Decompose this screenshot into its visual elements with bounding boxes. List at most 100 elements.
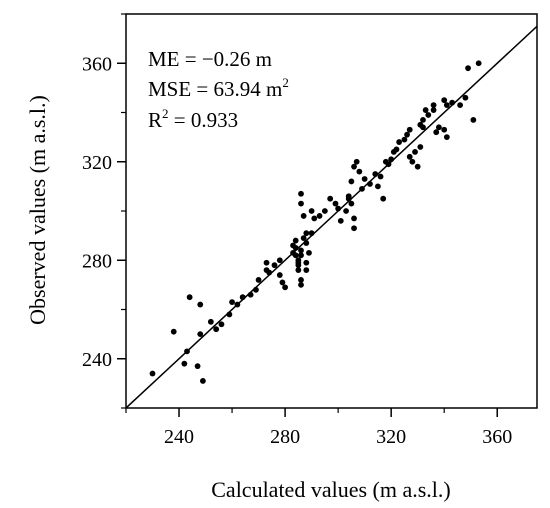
r2-letter: R (148, 108, 162, 132)
r2-superscript: 2 (162, 106, 169, 121)
data-point-31 (292, 237, 299, 244)
data-point-105 (462, 94, 469, 101)
data-point-84 (406, 126, 413, 133)
data-point-17 (247, 291, 254, 298)
data-point-99 (441, 126, 448, 133)
data-point-9 (199, 378, 206, 384)
data-point-95 (430, 107, 437, 113)
data-point-65 (351, 225, 357, 232)
data-point-78 (388, 156, 395, 163)
data-point-108 (475, 60, 482, 67)
data-point-75 (380, 195, 387, 202)
data-point-1 (149, 370, 156, 377)
data-point-23 (271, 262, 278, 269)
data-point-67 (353, 158, 360, 165)
data-point-49 (306, 249, 312, 256)
data-point-42 (298, 190, 304, 197)
x-tick-label-280: 280 (270, 426, 300, 448)
data-point-86 (409, 158, 416, 165)
data-point-2 (170, 328, 177, 335)
data-point-5 (186, 294, 193, 301)
r2-annotation: R2 = 0.933 (148, 106, 238, 132)
data-point-10 (207, 318, 214, 325)
data-point-3 (181, 360, 188, 367)
y-tick-label-240: 240 (82, 349, 112, 371)
data-point-37 (298, 247, 304, 254)
data-point-89 (417, 144, 424, 150)
data-point-73 (375, 183, 381, 190)
y-tick-label-360: 360 (82, 53, 112, 75)
data-point-14 (229, 299, 235, 306)
data-point-39 (298, 277, 304, 283)
data-point-107 (470, 116, 477, 123)
data-point-46 (303, 240, 310, 246)
data-point-57 (335, 205, 342, 212)
data-point-22 (266, 269, 273, 276)
data-point-74 (377, 173, 384, 180)
data-point-81 (396, 139, 403, 145)
data-point-66 (351, 163, 357, 170)
data-point-83 (404, 131, 410, 138)
data-point-15 (234, 301, 241, 308)
data-point-104 (457, 102, 464, 109)
data-point-8 (197, 331, 204, 338)
data-point-13 (226, 311, 233, 318)
y-axis: 240 280 320 360 (82, 13, 126, 409)
data-point-47 (303, 259, 310, 266)
data-point-102 (443, 134, 450, 141)
y-tick-label-320: 320 (82, 152, 112, 174)
data-point-85 (406, 153, 413, 160)
data-point-25 (276, 272, 283, 278)
data-point-18 (253, 286, 259, 293)
data-point-103 (449, 99, 456, 106)
data-point-27 (282, 284, 288, 291)
data-point-20 (263, 259, 270, 266)
data-point-6 (194, 363, 201, 370)
data-point-91 (420, 124, 426, 131)
mse-text: MSE = 63.94 m (148, 77, 282, 101)
data-point-44 (300, 235, 307, 241)
data-point-61 (345, 193, 352, 200)
data-point-71 (367, 181, 373, 187)
data-point-50 (308, 230, 315, 237)
mse-superscript: 2 (282, 75, 289, 90)
data-point-62 (348, 200, 355, 207)
data-point-52 (311, 215, 318, 222)
data-point-98 (435, 124, 442, 131)
data-point-92 (420, 116, 426, 123)
data-point-51 (308, 208, 315, 214)
x-tick-label-320: 320 (376, 426, 406, 448)
me-annotation: ME = −0.26 m (148, 47, 272, 71)
data-point-7 (197, 301, 204, 308)
data-point-63 (348, 178, 355, 185)
mse-annotation: MSE = 63.94 m2 (148, 75, 289, 101)
data-point-106 (465, 65, 471, 72)
data-point-77 (385, 161, 392, 168)
data-point-59 (343, 208, 349, 214)
data-point-48 (303, 267, 310, 273)
data-point-43 (300, 213, 307, 219)
data-point-30 (292, 252, 299, 259)
y-axis-title: Observed values (m a.s.l.) (25, 95, 50, 325)
one-to-one-line (125, 25, 538, 409)
data-point-16 (239, 294, 246, 301)
data-point-56 (332, 200, 339, 207)
data-point-96 (430, 102, 437, 109)
data-point-4 (184, 348, 190, 355)
data-point-97 (433, 129, 440, 136)
data-point-72 (372, 171, 379, 177)
data-point-19 (255, 277, 262, 283)
data-point-35 (295, 262, 302, 269)
data-point-69 (359, 185, 365, 192)
r2-value: = 0.933 (169, 108, 239, 132)
data-point-82 (401, 136, 408, 143)
x-axis-title: Calculated values (m a.s.l.) (211, 477, 450, 502)
data-point-70 (361, 176, 368, 182)
data-point-45 (303, 230, 310, 237)
data-point-93 (422, 107, 429, 113)
data-point-24 (276, 257, 283, 264)
x-tick-label-240: 240 (164, 426, 194, 448)
data-point-94 (425, 112, 432, 118)
data-point-87 (412, 149, 418, 155)
